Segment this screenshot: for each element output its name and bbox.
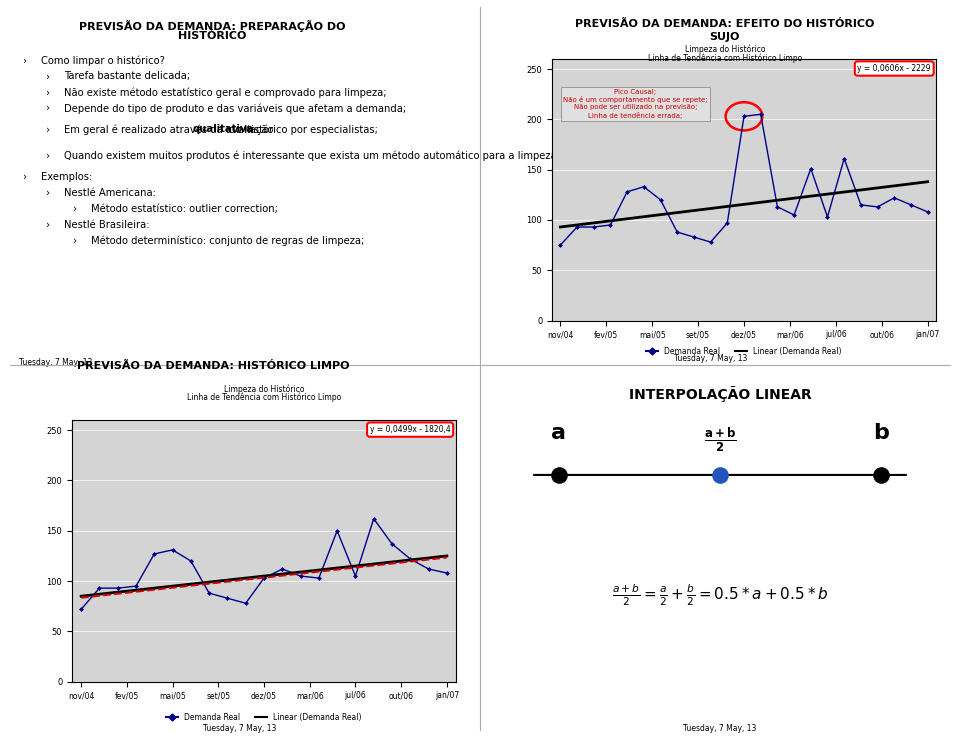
Text: Tarefa bastante delicada;: Tarefa bastante delicada;	[63, 71, 190, 81]
Text: Tuesday, 7 May, 13: Tuesday, 7 May, 13	[684, 724, 756, 733]
Text: ›: ›	[46, 125, 50, 134]
Text: Pico Causal;
Não é um comportamento que se repete;
Não pode ser utilizado na pre: Pico Causal; Não é um comportamento que …	[564, 89, 708, 119]
Text: ›: ›	[46, 87, 50, 97]
Point	[874, 469, 889, 481]
Text: INTERPOLAÇÃO LINEAR: INTERPOLAÇÃO LINEAR	[629, 386, 811, 402]
Text: ›: ›	[46, 71, 50, 81]
Text: Método determinístico: conjunto de regras de limpeza;: Método determinístico: conjunto de regra…	[91, 236, 364, 246]
Text: Como limpar o histórico?: Como limpar o histórico?	[41, 55, 165, 66]
Legend: Demanda Real, Linear (Demanda Real): Demanda Real, Linear (Demanda Real)	[163, 710, 365, 725]
Text: Nestlé Brasileira:: Nestlé Brasileira:	[63, 220, 149, 230]
Text: a: a	[551, 423, 566, 443]
Text: y = 0,0606x - 2229: y = 0,0606x - 2229	[857, 64, 931, 73]
Text: y = 0,0499x - 1820,4: y = 0,0499x - 1820,4	[370, 425, 450, 434]
Text: ›: ›	[73, 204, 77, 214]
Text: HISTÓRICO: HISTÓRICO	[179, 31, 247, 41]
Text: Tuesday, 7 May, 13: Tuesday, 7 May, 13	[204, 724, 276, 733]
Text: Tuesday, 7 May, 13: Tuesday, 7 May, 13	[18, 357, 92, 367]
Text: PREVISÃO DA DEMANDA: EFEITO DO HISTÓRICO: PREVISÃO DA DEMANDA: EFEITO DO HISTÓRICO	[575, 18, 875, 29]
Text: $\mathbf{\frac{a + b}{2}}$: $\mathbf{\frac{a + b}{2}}$	[704, 425, 736, 454]
Text: Não existe método estatístico geral e comprovado para limpeza;: Não existe método estatístico geral e co…	[63, 87, 386, 98]
Text: Linha de Tendência com Histórico Limpo: Linha de Tendência com Histórico Limpo	[648, 53, 802, 63]
Text: ›: ›	[23, 55, 27, 66]
Text: ›: ›	[46, 188, 50, 198]
Text: SUJO: SUJO	[709, 32, 740, 42]
Text: b: b	[874, 423, 889, 443]
Text: Quando existem muitos produtos é interessante que exista um método automático pa: Quando existem muitos produtos é interes…	[63, 151, 621, 161]
Text: Nestlé Americana:: Nestlé Americana:	[63, 188, 156, 198]
Text: Linha de Tendência com Histórico Limpo: Linha de Tendência com Histórico Limpo	[187, 392, 341, 402]
Legend: Demanda Real, Linear (Demanda Real): Demanda Real, Linear (Demanda Real)	[643, 343, 845, 359]
Text: Depende do tipo de produto e das variáveis que afetam a demanda;: Depende do tipo de produto e das variáve…	[63, 103, 406, 113]
Text: ›: ›	[46, 151, 50, 161]
Text: Limpeza do Histórico: Limpeza do Histórico	[224, 385, 304, 394]
Text: PREVISÃO DA DEMANDA: HISTÓRICO LIMPO: PREVISÃO DA DEMANDA: HISTÓRICO LIMPO	[77, 360, 349, 371]
Text: Método estatístico: outlier correction;: Método estatístico: outlier correction;	[91, 204, 277, 214]
Text: PREVISÃO DA DEMANDA: PREPARAÇÃO DO: PREVISÃO DA DEMANDA: PREPARAÇÃO DO	[80, 20, 346, 32]
Point	[551, 469, 566, 481]
Text: qualitativa: qualitativa	[193, 125, 253, 134]
Text: ›: ›	[46, 103, 50, 113]
Text: Exemplos:: Exemplos:	[41, 172, 92, 182]
Text: ›: ›	[46, 220, 50, 230]
Point	[712, 469, 728, 481]
Text: Limpeza do Histórico: Limpeza do Histórico	[684, 44, 765, 54]
Text: ›: ›	[23, 172, 27, 182]
Text: Tuesday, 7 May, 13: Tuesday, 7 May, 13	[674, 354, 747, 363]
Text: Em geral é realizado através da avaliação: Em geral é realizado através da avaliaçã…	[63, 125, 276, 135]
Text: do histórico por especialistas;: do histórico por especialistas;	[227, 125, 378, 135]
Text: $\frac{a+b}{2} = \frac{a}{2} + \frac{b}{2} = 0.5 * a + 0.5 * b$: $\frac{a+b}{2} = \frac{a}{2} + \frac{b}{…	[612, 582, 828, 608]
Text: ›: ›	[73, 236, 77, 246]
